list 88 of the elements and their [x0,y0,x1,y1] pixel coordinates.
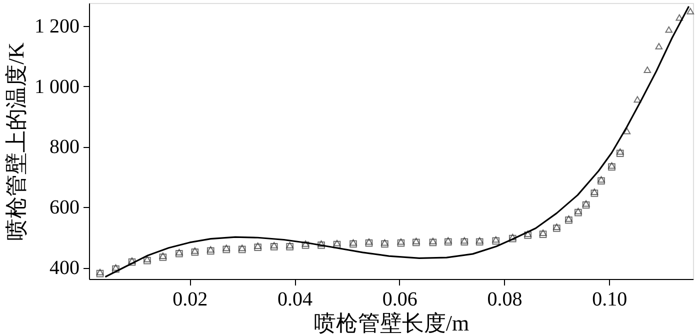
point [644,66,652,73]
point [302,242,310,249]
point [616,148,624,155]
point [350,239,357,246]
point [365,238,373,245]
point [112,265,120,273]
point [608,162,616,169]
point [365,239,373,247]
point [429,238,437,244]
point [222,244,230,252]
point [96,268,104,276]
point [582,201,590,209]
point [616,150,624,158]
point [176,248,183,256]
point [397,238,405,245]
point [686,8,694,14]
point [222,246,230,254]
point [128,258,136,266]
x-tick-label: 0.04 [278,288,313,310]
point [460,238,468,246]
point [191,247,199,254]
point [676,14,684,21]
point [476,238,484,246]
point [492,237,500,245]
point [191,248,199,256]
point [590,190,598,197]
y-axis-title: 喷枪管壁上的温度/K [4,42,28,240]
point [381,240,388,248]
point [553,224,560,232]
y-tick-label: 600 [50,196,80,219]
point [508,234,516,242]
point [159,252,167,259]
y-tick-label: 1 000 [34,76,80,98]
y-tick-label: 1 200 [34,15,80,38]
point [574,208,582,216]
point [286,243,294,250]
point [270,243,278,250]
point [397,239,405,247]
point [665,26,673,33]
point [508,234,516,240]
point [238,246,246,254]
point [565,215,572,222]
point [553,224,560,230]
x-axis-title: 喷枪管壁长度/m [314,310,470,336]
x-tick-label: 0.06 [382,288,418,310]
y-tick-label: 400 [50,257,80,280]
point [444,237,452,244]
point [429,238,437,246]
point [598,177,605,185]
y-tick-label: 800 [50,136,80,158]
point [238,244,246,252]
point [598,176,605,183]
point [206,246,214,253]
point [524,230,532,237]
point [412,238,420,246]
point [460,237,468,244]
point [574,208,582,214]
point [582,200,590,207]
x-tick-label: 0.10 [592,288,628,310]
point [412,238,420,244]
point [590,188,598,195]
point [144,256,151,264]
point [96,270,104,278]
point [333,240,341,246]
point [302,240,310,247]
x-tick-label: 0.02 [172,288,208,310]
point [476,237,484,244]
point [608,163,616,171]
point [144,256,151,262]
point [524,232,532,239]
point [128,257,136,264]
point [286,242,294,248]
point [492,236,500,243]
x-tick-label: 0.08 [487,288,522,310]
point [655,42,663,50]
point [444,238,452,246]
point [112,264,120,271]
point [565,216,572,224]
point [159,254,167,261]
point [270,242,278,248]
point [350,240,357,248]
point [206,247,214,255]
point [318,242,325,249]
point [176,250,183,258]
point [381,239,388,246]
point [634,96,642,103]
point [623,128,631,134]
point [318,240,325,247]
